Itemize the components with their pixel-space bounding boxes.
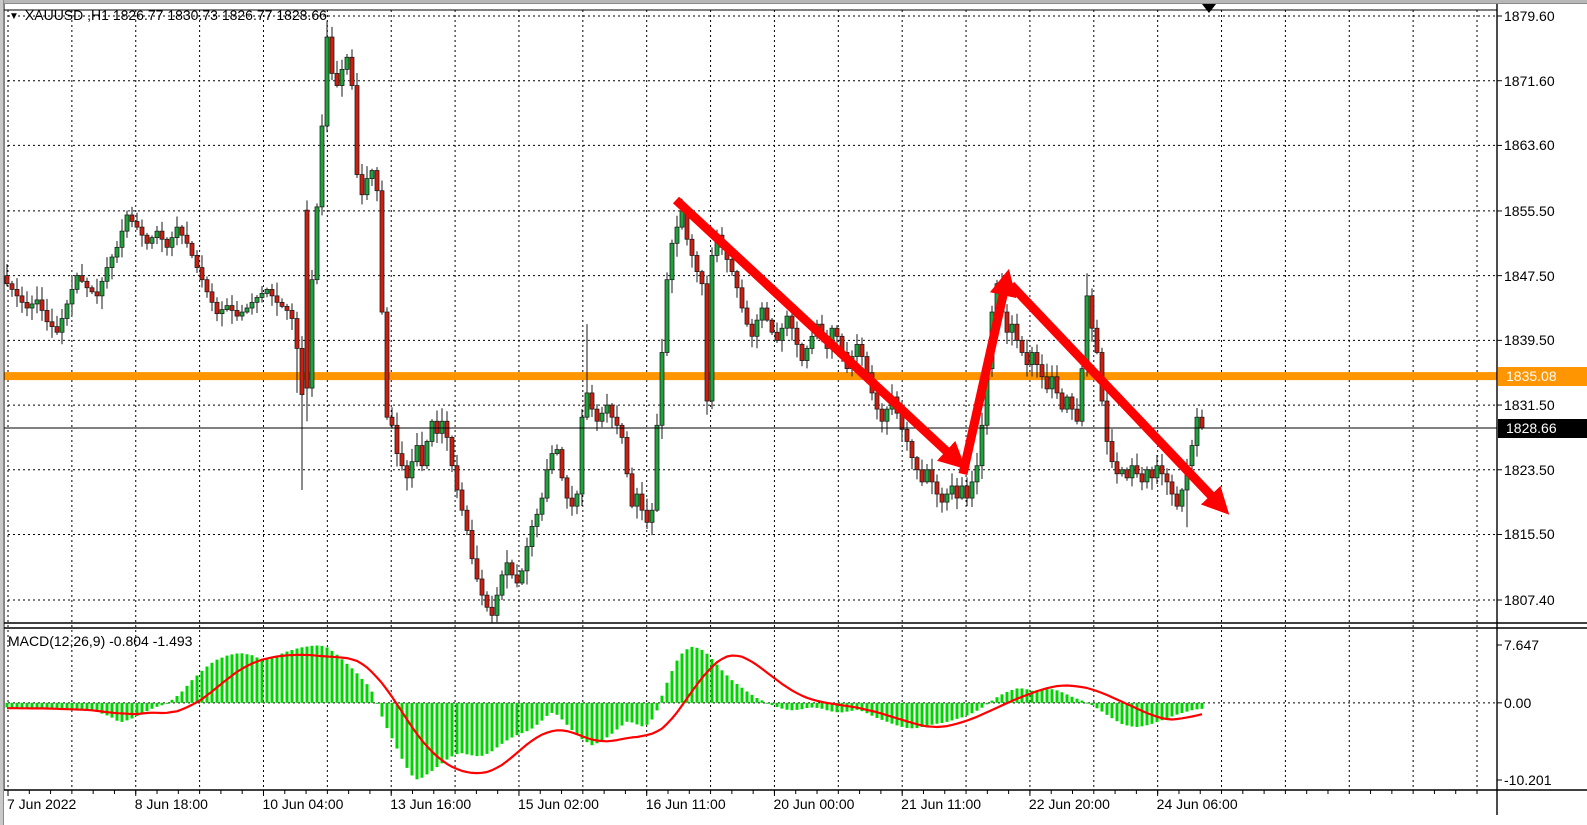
symbol-timeframe-label: XAUUSD ,H1 xyxy=(24,7,109,23)
macd-tick-label: 0.00 xyxy=(1504,694,1532,711)
macd-tick-label: -10.201 xyxy=(1504,771,1552,788)
window-top-edge xyxy=(0,0,1587,4)
time-tick-label: 7 Jun 2022 xyxy=(7,796,77,812)
time-tick-label: 16 Jun 11:00 xyxy=(645,796,726,812)
price-tick-label: 1823.50 xyxy=(1504,461,1555,478)
macd-tick-label: 7.647 xyxy=(1504,637,1540,653)
macd-indicator-label: MACD(12,26,9) -0.804 -1.493 xyxy=(8,633,193,649)
time-tick-label: 22 Jun 20:00 xyxy=(1028,796,1110,812)
trend-arrow-2 xyxy=(958,268,1017,475)
trend-arrow-1 xyxy=(672,196,966,470)
price-tick-label: 1871.60 xyxy=(1504,72,1555,89)
price-tick-label: 1807.40 xyxy=(1504,592,1555,608)
time-tick-label: 15 Jun 02:00 xyxy=(517,796,599,812)
price-tick-label: 1879.60 xyxy=(1504,8,1555,24)
price-tick-label: 1855.50 xyxy=(1504,202,1555,219)
axis-ticks xyxy=(7,15,1502,796)
candles-layer xyxy=(4,20,1205,624)
price-tick-label: 1847.50 xyxy=(1504,267,1555,284)
time-tick-label: 21 Jun 11:00 xyxy=(901,796,982,812)
chart-shift-icon[interactable] xyxy=(1202,4,1216,13)
price-tick-label: 1863.60 xyxy=(1504,137,1555,154)
symbol-dropdown-icon[interactable]: ▼ xyxy=(9,11,19,22)
time-tick-label: 13 Jun 16:00 xyxy=(390,796,472,812)
time-tick-label: 20 Jun 00:00 xyxy=(773,796,855,812)
price-tick-label: 1831.50 xyxy=(1504,397,1555,414)
orange-line-price-badge: 1835.08 xyxy=(1498,366,1587,386)
bid-price-badge: 1828.66 xyxy=(1498,418,1587,438)
price-tick-label: 1815.50 xyxy=(1504,526,1555,543)
window-left-edge xyxy=(0,0,4,825)
macd-histogram xyxy=(5,645,1204,780)
ohlc-values-label: 1826.77 1830.73 1826.77 1828.66 xyxy=(112,7,327,23)
trend-arrows[interactable] xyxy=(672,196,1230,515)
time-tick-label: 24 Jun 06:00 xyxy=(1156,796,1238,812)
price-tick-label: 1839.50 xyxy=(1504,332,1555,349)
time-tick-label: 10 Jun 04:00 xyxy=(262,796,344,812)
chart-title: ▼ XAUUSD ,H1 1826.77 1830.73 1826.77 1828… xyxy=(9,7,327,23)
orange-resistance-line[interactable] xyxy=(0,372,1497,381)
macd-signal-line xyxy=(7,653,1203,775)
time-tick-label: 8 Jun 18:00 xyxy=(134,796,208,812)
grid-layer xyxy=(7,10,1497,790)
trend-arrow-3 xyxy=(1007,281,1230,515)
